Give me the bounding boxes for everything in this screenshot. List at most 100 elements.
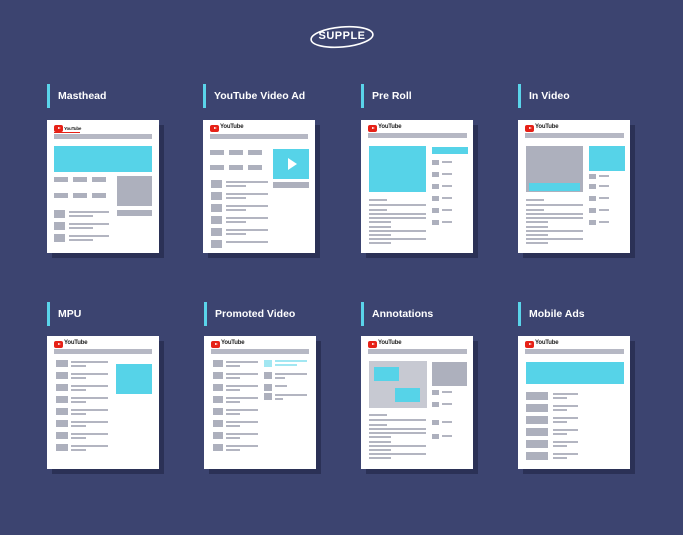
youtube-play-icon (525, 341, 534, 348)
text-line (71, 409, 108, 411)
list-thumb (432, 172, 439, 177)
list-thumb (432, 208, 439, 213)
promoted-subtitle (275, 364, 297, 366)
text-line (526, 238, 583, 240)
text-line (226, 209, 246, 211)
text-line (226, 221, 246, 223)
text-line (369, 221, 391, 223)
text-line (553, 453, 578, 455)
text-line (275, 394, 307, 396)
text-line (442, 197, 452, 199)
text-line (369, 436, 391, 438)
list-thumb (213, 396, 223, 403)
text-line (275, 398, 283, 400)
text-line (226, 437, 240, 439)
text-line (226, 185, 246, 187)
text-line (69, 239, 93, 241)
text-line (526, 226, 548, 228)
mockup-pre-roll: YouTube (361, 120, 473, 253)
text-line (71, 361, 108, 363)
list-thumb (54, 210, 65, 218)
list-thumb (56, 432, 68, 439)
text-line (369, 242, 391, 244)
text-line (71, 425, 86, 427)
youtube-wordmark: YouTube (535, 340, 559, 346)
text-line (226, 373, 258, 375)
youtube-wordmark: YouTube (64, 125, 82, 131)
list-thumb (526, 404, 548, 412)
list-thumb (589, 220, 596, 225)
list-thumb (213, 360, 223, 367)
list-thumb (526, 452, 548, 460)
text-line (69, 215, 93, 217)
youtube-play-icon (368, 341, 377, 348)
text-line (226, 421, 258, 423)
text-line (71, 449, 86, 451)
text-line (369, 453, 426, 455)
search-bar (525, 349, 624, 354)
search-bar (54, 134, 152, 139)
text-line (369, 449, 391, 451)
list-thumb (432, 434, 439, 439)
text-line (442, 391, 452, 393)
thumb (229, 165, 243, 170)
mockup-promoted-video: YouTube (204, 336, 316, 469)
text-line (599, 175, 609, 177)
text-line (369, 441, 391, 443)
search-bar (368, 133, 467, 138)
text-line (71, 401, 86, 403)
text-line (226, 445, 258, 447)
text-line (275, 377, 285, 379)
list-thumb (526, 392, 548, 400)
text-line (553, 421, 567, 423)
search-bar (54, 349, 152, 354)
text-line (553, 405, 578, 407)
thumb (54, 177, 68, 182)
thumb (248, 165, 262, 170)
youtube-play-icon (54, 125, 63, 132)
thumb (92, 193, 106, 198)
youtube-play-icon (368, 125, 377, 132)
youtube-wordmark: YouTube (64, 340, 88, 346)
masthead-underline (54, 132, 80, 133)
text-line (553, 429, 578, 431)
list-thumb (264, 372, 272, 379)
side-bar (273, 182, 309, 188)
in-video-overlay-ad (529, 183, 580, 191)
search-bar (210, 134, 308, 139)
text-line (226, 449, 240, 451)
text-line (442, 403, 452, 405)
text-line (226, 197, 246, 199)
list-thumb (211, 216, 222, 224)
list-thumb (56, 372, 68, 379)
companion-banner (432, 147, 468, 154)
text-line (553, 441, 578, 443)
text-line (553, 393, 578, 395)
mobile-ad-banner (526, 362, 624, 384)
text-line (599, 197, 609, 199)
text-line (226, 397, 258, 399)
text-line (526, 234, 548, 236)
list-thumb (526, 428, 548, 436)
text-line (275, 373, 307, 375)
text-line (526, 221, 548, 223)
list-thumb (211, 204, 222, 212)
list-thumb (526, 440, 548, 448)
text-line (553, 397, 567, 399)
text-line (369, 209, 387, 211)
text-line (553, 433, 567, 435)
list-thumb (213, 384, 223, 391)
card-label: MPU (47, 302, 81, 326)
text-line (71, 373, 108, 375)
text-line (369, 457, 391, 459)
thumb (248, 150, 262, 155)
youtube-play-icon (54, 341, 63, 348)
mockup-video-ad: YouTube (203, 120, 315, 253)
text-line (226, 233, 246, 235)
text-line (369, 419, 426, 421)
list-thumb (432, 196, 439, 201)
card-label: Mobile Ads (518, 302, 585, 326)
text-line (442, 209, 452, 211)
text-line (526, 209, 544, 211)
list-thumb (432, 220, 439, 225)
